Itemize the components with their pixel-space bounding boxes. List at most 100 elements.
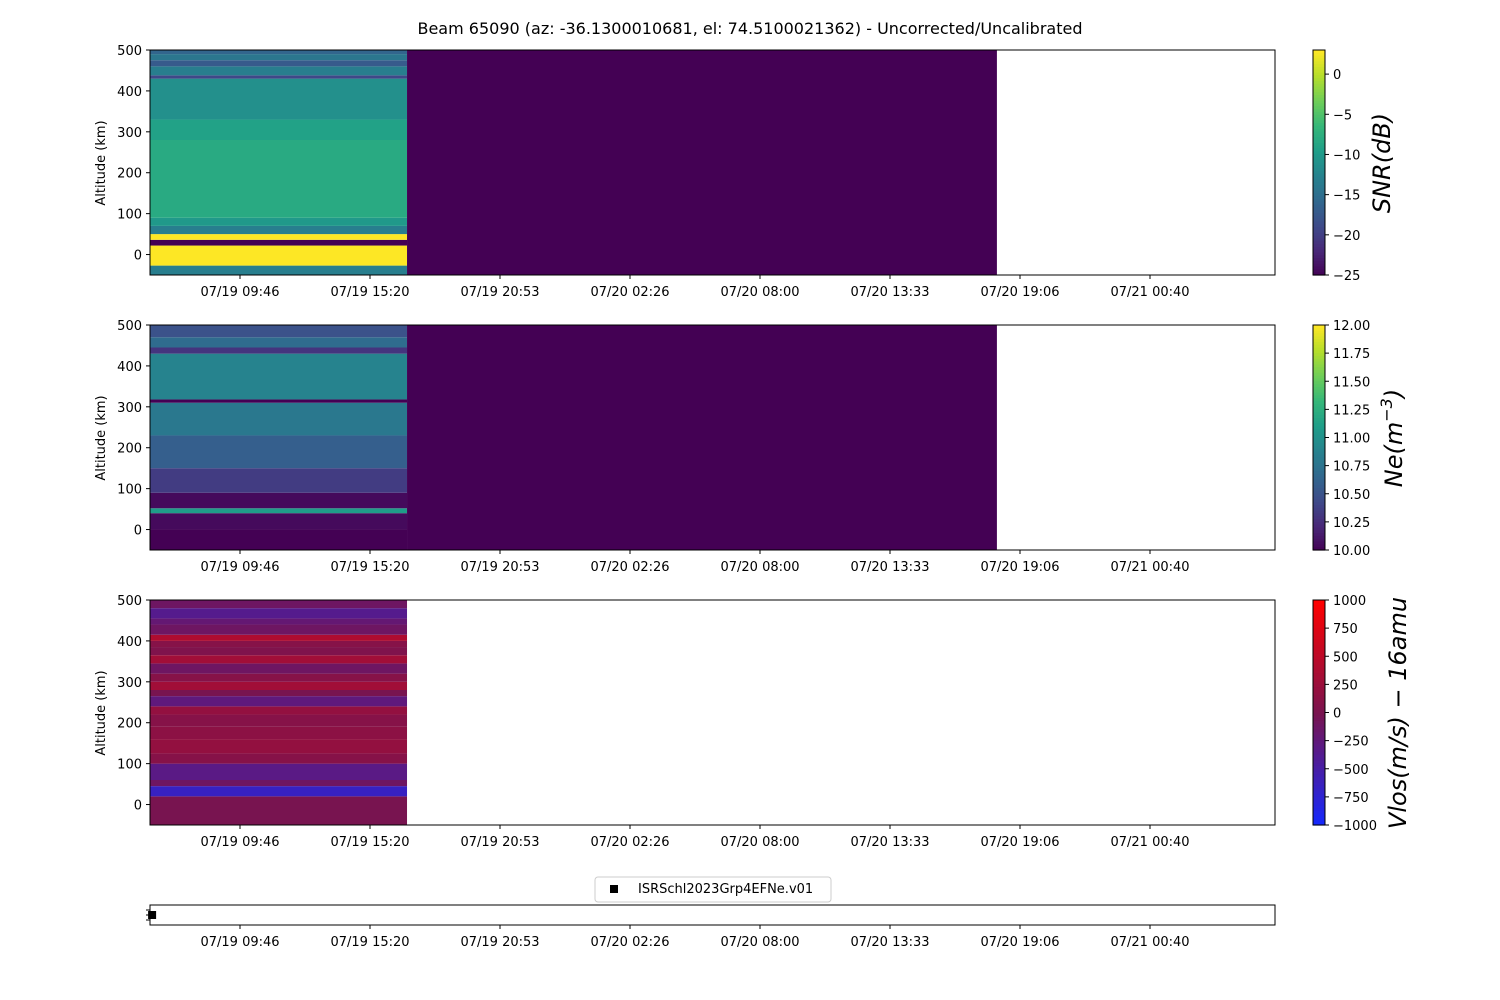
colorbar-tick-label: 11.00 <box>1333 432 1370 447</box>
colorbar-swatch <box>1313 142 1325 147</box>
ne-colorbar-label: Ne(m−3) <box>1377 389 1408 487</box>
colorbar-swatch <box>1313 732 1325 736</box>
colorbar-swatch <box>1313 336 1325 340</box>
colorbar-swatch <box>1313 681 1325 685</box>
colorbar-swatch <box>1313 429 1325 433</box>
colorbar-swatch <box>1313 799 1325 804</box>
colorbar-swatch <box>1313 746 1325 750</box>
colorbar-swatch <box>1313 269 1325 273</box>
colorbar-swatch <box>1313 238 1325 242</box>
colorbar-swatch <box>1313 420 1325 425</box>
heatmap-cell <box>150 54 408 61</box>
colorbar-swatch <box>1313 154 1325 158</box>
snr-plot-frame <box>149 49 1276 276</box>
colorbar-swatch <box>1313 92 1325 96</box>
colorbar-swatch <box>1313 513 1325 517</box>
colorbar-swatch <box>1313 791 1325 795</box>
colorbar-swatch <box>1313 482 1325 486</box>
colorbar-swatch <box>1313 165 1325 169</box>
colorbar-swatch <box>1313 527 1325 531</box>
colorbar-swatch <box>1313 619 1325 624</box>
colorbar-swatch <box>1313 448 1325 453</box>
colorbar-swatch <box>1313 454 1325 458</box>
colorbar-swatch <box>1313 600 1325 604</box>
colorbar-swatch <box>1313 134 1325 138</box>
y-tick-label: 400 <box>117 85 142 100</box>
colorbar-swatch <box>1313 347 1325 351</box>
colorbar-swatch <box>1313 602 1325 607</box>
colorbar-swatch <box>1313 608 1325 612</box>
colorbar-swatch <box>1313 196 1325 200</box>
colorbar-swatch <box>1313 266 1325 270</box>
colorbar-swatch <box>1313 754 1325 759</box>
heatmap-cell <box>150 673 408 682</box>
heatmap-cell <box>150 492 408 509</box>
colorbar-tick-label: 750 <box>1333 622 1358 637</box>
colorbar-tick-label: −10 <box>1333 148 1360 163</box>
colorbar-swatch <box>1313 785 1325 790</box>
y-tick-label: 100 <box>117 758 142 773</box>
heatmap-cell <box>150 325 408 338</box>
colorbar-swatch <box>1313 61 1325 65</box>
colorbar-tick-label: −15 <box>1333 189 1360 204</box>
x-tick-label: 07/19 15:20 <box>330 935 409 950</box>
y-tick-label: 500 <box>117 319 142 334</box>
heatmap-cell <box>150 66 408 76</box>
colorbar-swatch <box>1313 757 1325 761</box>
colorbar-swatch <box>1313 729 1325 733</box>
y-tick-label: 100 <box>117 483 142 498</box>
heatmap-cell <box>150 640 408 648</box>
y-tick-label: 200 <box>117 167 142 182</box>
colorbar-swatch <box>1313 58 1325 62</box>
y-tick-label: 400 <box>117 360 142 375</box>
colorbar-frame <box>1312 49 1326 276</box>
colorbar-swatch <box>1313 398 1325 402</box>
colorbar-swatch <box>1313 675 1325 680</box>
snr-y-axis: 0 100 200 300 400 500 <box>117 44 150 264</box>
colorbar-swatch <box>1313 819 1325 823</box>
heatmap-cell <box>150 529 408 550</box>
colorbar-tick-label: 250 <box>1333 678 1358 693</box>
colorbar-tick-label: −1000 <box>1333 819 1377 834</box>
colorbar-swatch <box>1313 816 1325 820</box>
colorbar-swatch <box>1313 460 1325 464</box>
colorbar-swatch <box>1313 213 1325 217</box>
heatmap-cell <box>150 753 408 764</box>
colorbar-swatch <box>1313 605 1325 610</box>
colorbar-swatch <box>1313 392 1325 396</box>
colorbar-swatch <box>1313 162 1325 166</box>
colorbar-swatch <box>1313 100 1325 105</box>
colorbar-swatch <box>1313 485 1325 489</box>
heatmap-cell <box>150 634 408 641</box>
heatmap-cell <box>150 119 408 140</box>
heatmap-cell <box>150 435 408 469</box>
x-tick-label: 07/20 02:26 <box>590 285 669 300</box>
colorbar-swatch <box>1313 440 1325 444</box>
colorbar-swatch <box>1313 193 1325 197</box>
heatmap-cell <box>150 245 408 266</box>
x-tick-label: 07/19 20:53 <box>460 935 539 950</box>
strip-frame <box>149 904 1276 926</box>
colorbar-swatch <box>1313 670 1325 674</box>
colorbar-swatch <box>1313 698 1325 702</box>
colorbar-swatch <box>1313 330 1325 335</box>
colorbar-swatch <box>1313 810 1325 815</box>
heatmap-cell <box>150 714 408 727</box>
colorbar-swatch <box>1313 190 1325 195</box>
x-tick-label: 07/19 09:46 <box>200 560 279 575</box>
heatmap-cell <box>150 726 408 740</box>
colorbar-swatch <box>1313 490 1325 495</box>
colorbar-tick-label: 10.75 <box>1333 460 1370 475</box>
colorbar-swatch <box>1313 468 1325 472</box>
colorbar-swatch <box>1313 80 1325 85</box>
colorbar-swatch <box>1313 765 1325 770</box>
heatmap-cell <box>150 786 408 797</box>
colorbar-swatch <box>1313 642 1325 646</box>
ne-plot-frame <box>149 324 1276 551</box>
colorbar-swatch <box>1313 673 1325 677</box>
colorbar-swatch <box>1313 210 1325 214</box>
colorbar-swatch <box>1313 235 1325 240</box>
x-tick-label: 07/19 15:20 <box>330 835 409 850</box>
colorbar-swatch <box>1313 145 1325 150</box>
